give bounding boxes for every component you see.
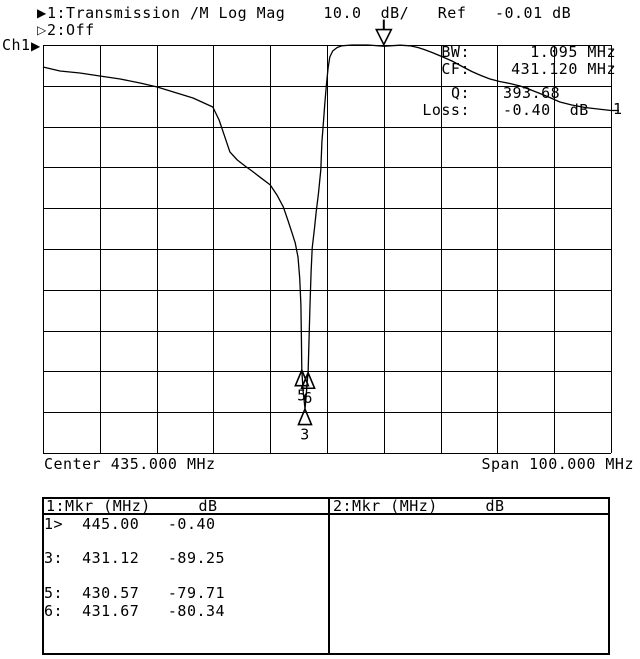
cf-label: CF:	[441, 60, 470, 78]
marker-table-col2-header: 2:Mkr (MHz) dB	[333, 497, 505, 515]
trace1-annotation: 1:Transmission /M Log Mag 10.0 dB/ Ref -…	[47, 4, 572, 22]
q-value: 393.68	[503, 84, 561, 102]
marker-table-divider	[328, 497, 330, 655]
marker-3-number: 3	[300, 425, 309, 443]
trace1-end-number: 1	[613, 100, 623, 118]
trace2-annotation: 2:Off	[47, 21, 95, 39]
bw-value: 1.095 MHz	[530, 43, 616, 61]
channel-pointer-icon: ▶	[31, 39, 41, 53]
trace2-inactive-icon: ▷	[37, 23, 47, 37]
marker-5-number: 5	[297, 386, 306, 404]
marker-table-row: 1> 445.00 -0.40	[44, 514, 216, 533]
marker-6-triangle-icon	[300, 370, 316, 390]
trace1-active-icon: ▶	[37, 6, 47, 20]
bw-label: BW:	[441, 43, 470, 61]
cf-value: 431.120 MHz	[511, 60, 616, 78]
channel-label: Ch1	[2, 36, 31, 54]
marker-table-border	[42, 497, 610, 655]
marker-6-number: 6	[303, 389, 312, 407]
marker-table-row: 5: 430.57 -79.71	[44, 584, 226, 603]
span-label: Span 100.000 MHz	[481, 455, 634, 473]
marker-table-header-rule	[42, 513, 610, 515]
center-frequency-label: Center 435.000 MHz	[44, 455, 216, 473]
marker-3-triangle-icon	[297, 407, 313, 426]
marker-table-row: 3: 431.12 -89.25	[44, 549, 226, 568]
marker-table-row: 6: 431.67 -80.34	[44, 601, 226, 620]
marker-1-triangle-icon	[375, 28, 393, 47]
marker-table-col1-header: 1:Mkr (MHz) dB	[46, 497, 218, 515]
q-label: Q:	[450, 84, 470, 102]
trace1-curve	[42, 44, 612, 410]
graticule-grid	[43, 45, 612, 454]
loss-value: -0.40 dB	[503, 101, 589, 119]
loss-label: Loss:	[422, 101, 470, 119]
